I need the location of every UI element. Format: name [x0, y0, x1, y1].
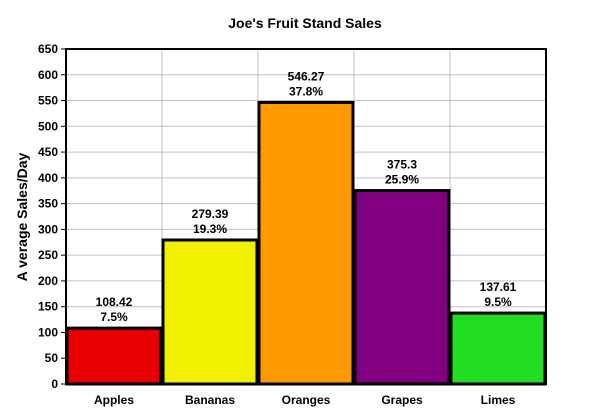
x-category-label: Oranges: [282, 393, 331, 407]
data-label-percent: 7.5%: [100, 310, 128, 324]
bar-oranges: [257, 100, 355, 386]
y-tick-label: 50: [45, 351, 59, 365]
bar-limes: [449, 311, 547, 386]
plot-frame: [65, 48, 547, 385]
data-label-value: 546.27: [288, 69, 325, 83]
y-tick-label: 250: [38, 248, 58, 262]
chart-title: Joe's Fruit Stand Sales: [228, 15, 382, 31]
data-label-percent: 19.3%: [193, 222, 227, 236]
data-label-percent: 25.9%: [385, 173, 419, 187]
y-tick-label: 100: [38, 325, 58, 339]
y-tick-label: 150: [38, 300, 58, 314]
y-tick-label: 400: [38, 171, 58, 185]
data-label-value: 375.3: [387, 158, 417, 172]
y-tick-label: 450: [38, 145, 58, 159]
data-label-percent: 9.5%: [484, 295, 512, 309]
x-category-label: Grapes: [381, 393, 423, 407]
y-tick-label: 550: [38, 94, 58, 108]
y-tick-label: 200: [38, 274, 58, 288]
x-category-label: Limes: [481, 393, 516, 407]
y-axis-label: A verage Sales/Day: [14, 152, 30, 281]
y-tick-label: 350: [38, 197, 58, 211]
data-label-value: 137.61: [480, 280, 517, 294]
bar-grapes: [353, 189, 451, 386]
bars: [65, 100, 547, 386]
x-category-label: Bananas: [185, 393, 235, 407]
y-tick-label: 0: [51, 377, 58, 391]
y-tick-label: 600: [38, 68, 58, 82]
bar-bananas: [161, 238, 259, 386]
y-ticks: 0 50 100 150 200 250 300 350 400 450 500 550 600 650: [38, 42, 66, 391]
x-category-label: Apples: [94, 393, 134, 407]
y-tick-label: 300: [38, 222, 58, 236]
x-categories: Apples Bananas Oranges Grapes Limes: [94, 393, 516, 407]
bar-apples: [65, 326, 163, 386]
y-tick-label: 650: [38, 42, 58, 56]
data-label-value: 108.42: [96, 295, 133, 309]
y-tick-label: 500: [38, 119, 58, 133]
data-label-percent: 37.8%: [289, 84, 323, 98]
data-label-value: 279.39: [192, 207, 229, 221]
